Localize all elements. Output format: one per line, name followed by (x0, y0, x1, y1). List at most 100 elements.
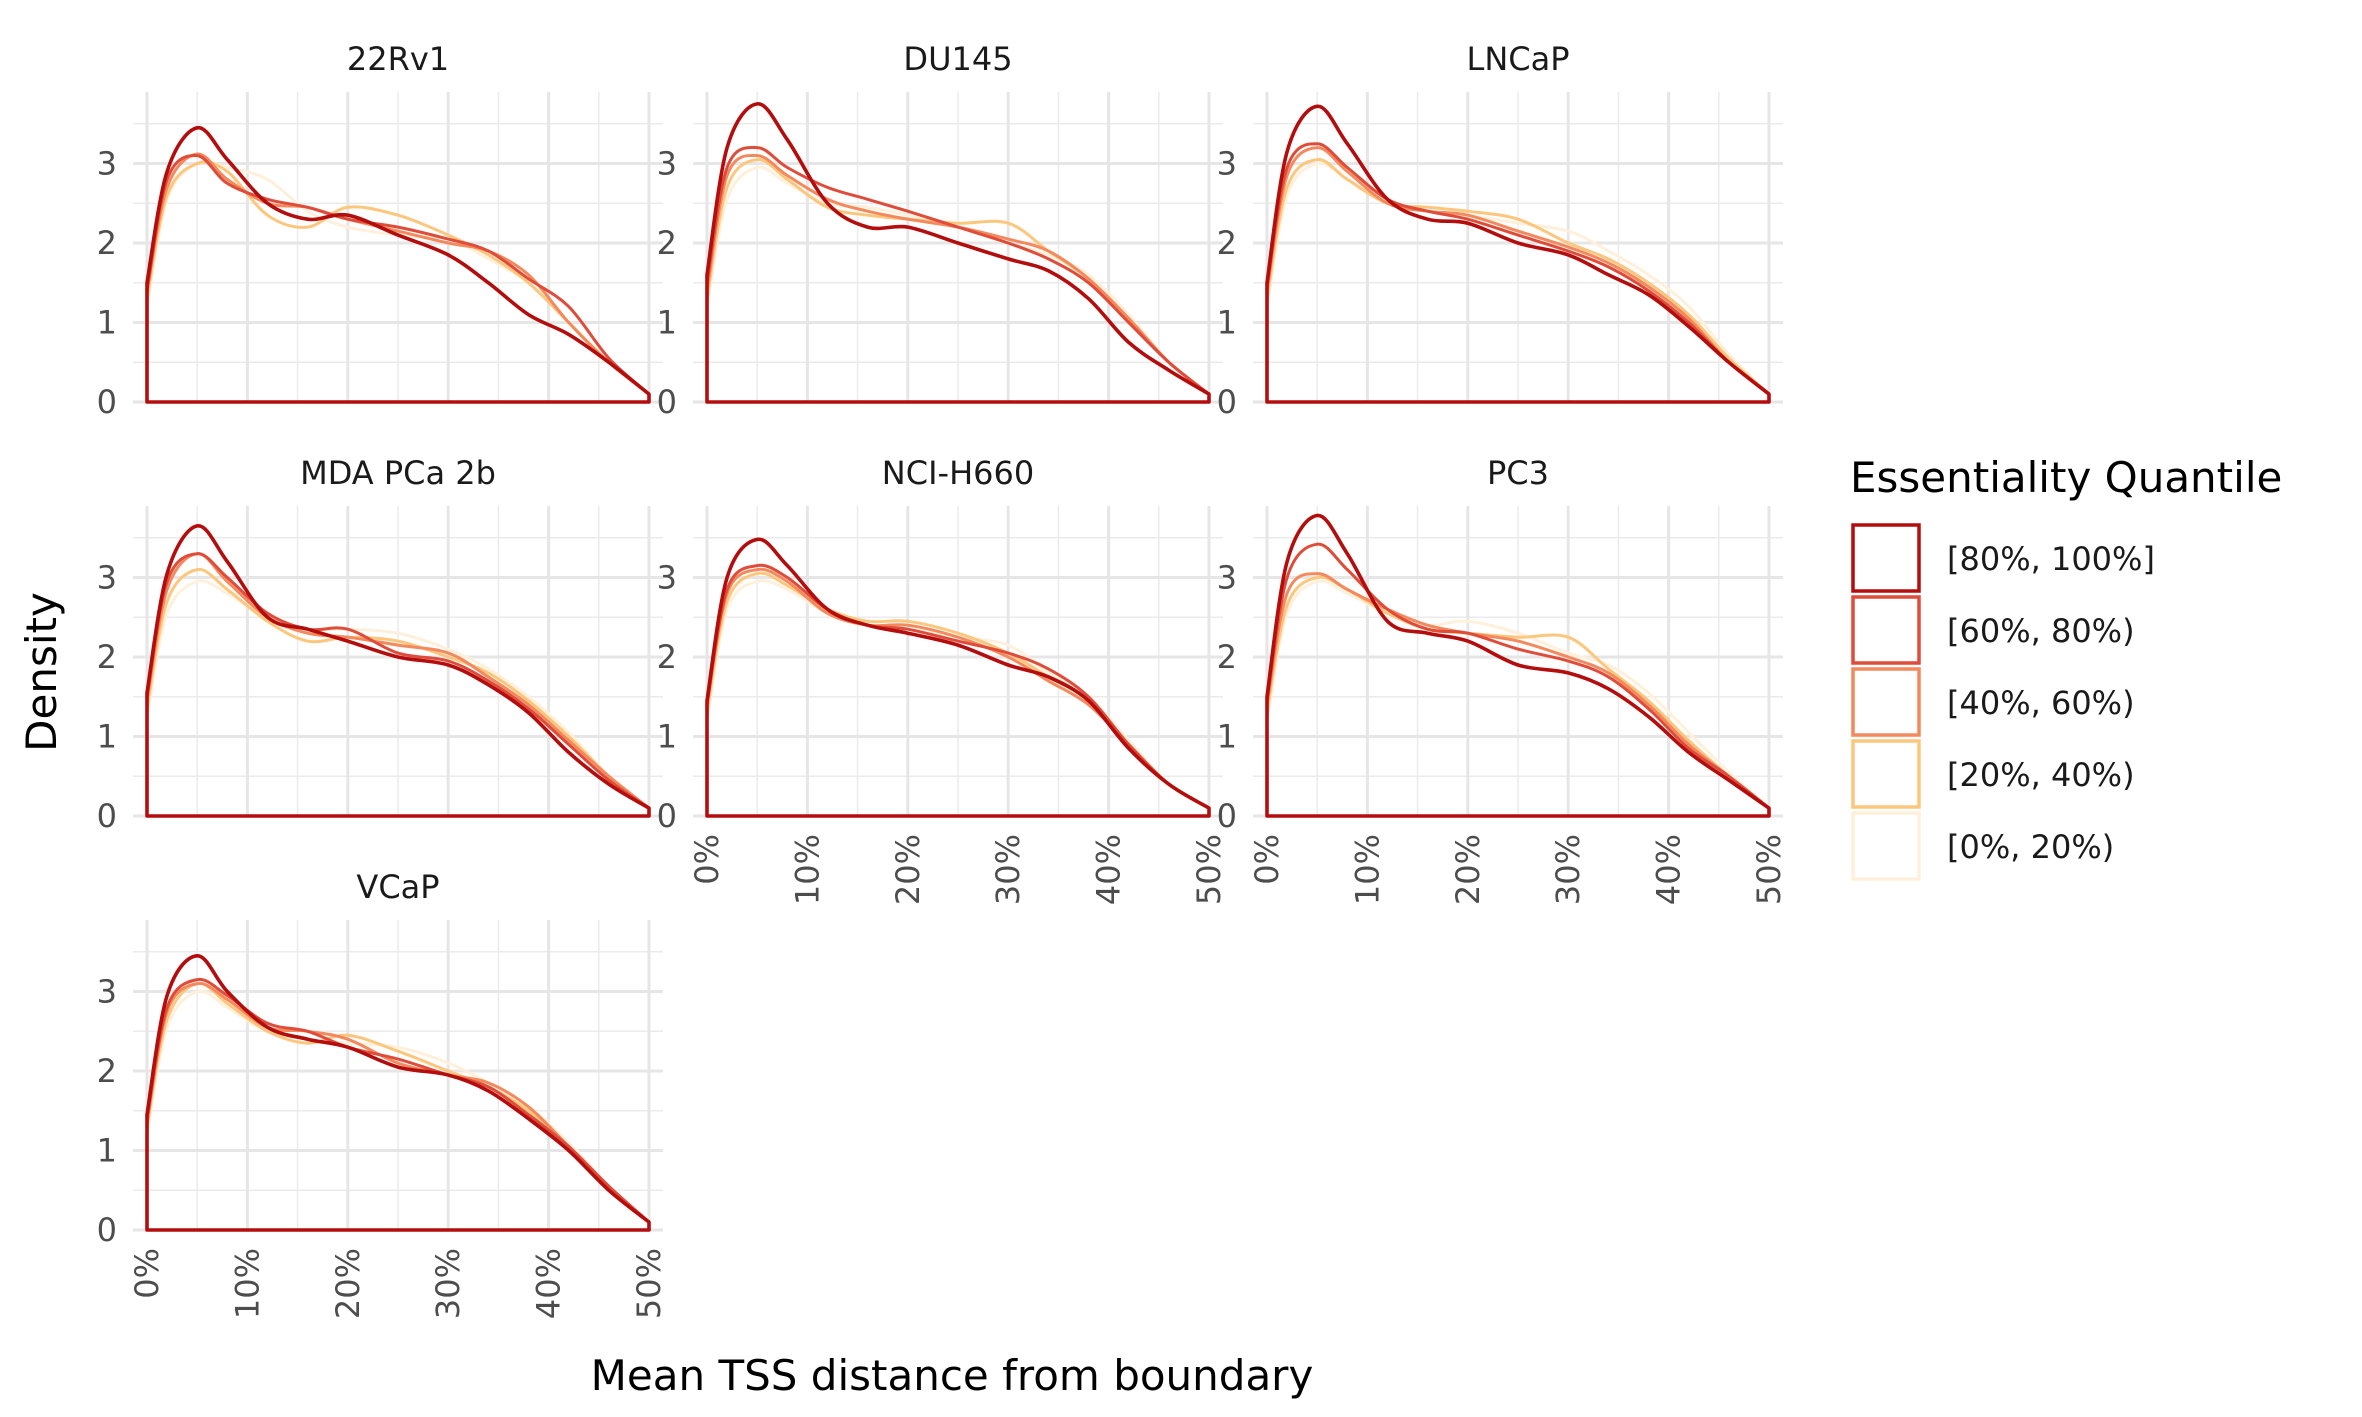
density-line-80-100 (145, 524, 651, 818)
density-line-80-100 (705, 537, 1211, 818)
y-tick-label: 2 (657, 638, 677, 676)
x-tick-label: 20% (1449, 834, 1487, 905)
grid (133, 92, 663, 404)
x-tick-label: 40% (1090, 834, 1128, 905)
x-tick-label: 40% (530, 1248, 568, 1319)
panel-title: NCI-H660 (882, 454, 1034, 492)
x-tick-label: 0% (688, 834, 726, 885)
legend: Essentiality Quantile [80%, 100%] [60%, 80… (1850, 453, 2282, 881)
x-tick-label: 50% (1750, 834, 1788, 905)
y-tick-label: 2 (97, 224, 117, 262)
density-line-0-20 (145, 579, 651, 818)
legend-item-0-20: [0%, 20%) (1851, 811, 2114, 881)
panel-title: PC3 (1487, 454, 1549, 492)
x-tick-label: 30% (429, 1248, 467, 1319)
density-line-0-20 (1265, 161, 1771, 404)
density-line-60-80 (705, 563, 1211, 818)
panel-title: DU145 (903, 40, 1012, 78)
y-axis-title: Density (17, 592, 66, 752)
y-tick-label: 0 (97, 383, 117, 421)
x-tick-label: 10% (788, 834, 826, 905)
x-tick-label: 30% (989, 834, 1027, 905)
density-line-0-20 (145, 989, 651, 1232)
legend-key (1851, 667, 1921, 737)
y-tick-label: 0 (657, 797, 677, 835)
y-tick-label: 3 (97, 973, 117, 1011)
density-line-60-80 (1265, 142, 1771, 404)
legend-title: Essentiality Quantile (1850, 453, 2282, 502)
y-tick-label: 0 (97, 797, 117, 835)
x-tick-label: 50% (1190, 834, 1228, 905)
density-line-80-100 (145, 954, 651, 1232)
density-line-60-80 (1265, 542, 1771, 818)
y-tick-label: 0 (1217, 797, 1237, 835)
panel-title: 22Rv1 (347, 40, 449, 78)
x-tick-label: 10% (228, 1248, 266, 1319)
y-tick-label: 1 (1217, 304, 1237, 342)
legend-key (1851, 523, 1921, 593)
y-tick-label: 0 (1217, 383, 1237, 421)
legend-label: [80%, 100%] (1947, 540, 2155, 578)
x-tick-label: 10% (1348, 834, 1386, 905)
density-line-80-100 (1265, 513, 1771, 818)
x-tick-label: 20% (329, 1248, 367, 1319)
y-tick-label: 2 (1217, 224, 1237, 262)
x-axis-title: Mean TSS distance from boundary (591, 1351, 1314, 1400)
panel-title: VCaP (356, 868, 439, 906)
legend-label: [40%, 60%) (1947, 684, 2135, 722)
density-line-40-60 (705, 154, 1211, 404)
x-tick-label: 40% (1650, 834, 1688, 905)
y-tick-label: 0 (97, 1211, 117, 1249)
x-tick-label: 0% (128, 1248, 166, 1299)
density-line-0-20 (1265, 579, 1771, 818)
y-tick-label: 1 (657, 304, 677, 342)
density-line-0-20 (705, 579, 1211, 818)
density-line-20-40 (1265, 158, 1771, 404)
panel-title: LNCaP (1466, 40, 1569, 78)
density-line-60-80 (145, 977, 651, 1232)
legend-item-20-40: [20%, 40%) (1851, 739, 2135, 809)
density-line-60-80 (145, 552, 651, 818)
panel-title: MDA PCa 2b (300, 454, 496, 492)
density-line-80-100 (705, 102, 1211, 404)
legend-label: [0%, 20%) (1947, 828, 2114, 866)
y-tick-label: 3 (97, 145, 117, 183)
legend-label: [60%, 80%) (1947, 612, 2135, 650)
y-tick-label: 2 (97, 1052, 117, 1090)
y-tick-label: 0 (657, 383, 677, 421)
x-tick-label: 30% (1549, 834, 1587, 905)
y-tick-label: 2 (657, 224, 677, 262)
legend-key (1851, 595, 1921, 665)
x-tick-label: 20% (889, 834, 927, 905)
grid (1253, 92, 1783, 404)
legend-item-40-60: [40%, 60%) (1851, 667, 2135, 737)
y-tick-label: 2 (97, 638, 117, 676)
density-line-80-100 (145, 125, 651, 404)
y-tick-label: 3 (1217, 145, 1237, 183)
y-tick-label: 1 (1217, 718, 1237, 756)
y-tick-label: 3 (657, 145, 677, 183)
y-tick-label: 2 (1217, 638, 1237, 676)
grid (693, 506, 1223, 818)
grid (133, 920, 663, 1232)
legend-key (1851, 811, 1921, 881)
panel-lncap: LNCaP 0 1 2 3 (1217, 40, 1783, 421)
density-line-40-60 (1265, 146, 1771, 404)
y-tick-label: 1 (657, 718, 677, 756)
grid (133, 506, 663, 818)
x-tick-label: 50% (630, 1248, 668, 1319)
y-tick-label: 1 (97, 718, 117, 756)
panel-22rv1: 22Rv1 0 1 2 3 (97, 40, 663, 421)
legend-label: [20%, 40%) (1947, 756, 2135, 794)
density-line-60-80 (705, 146, 1211, 404)
y-tick-label: 3 (657, 559, 677, 597)
panel-du145: DU145 0 1 2 3 (657, 40, 1223, 421)
density-line-40-60 (1265, 572, 1771, 818)
legend-item-80-100: [80%, 100%] (1851, 523, 2155, 593)
panel-mda-pca-2b: MDA PCa 2b 0 1 2 3 (97, 454, 663, 835)
y-tick-label: 1 (97, 304, 117, 342)
